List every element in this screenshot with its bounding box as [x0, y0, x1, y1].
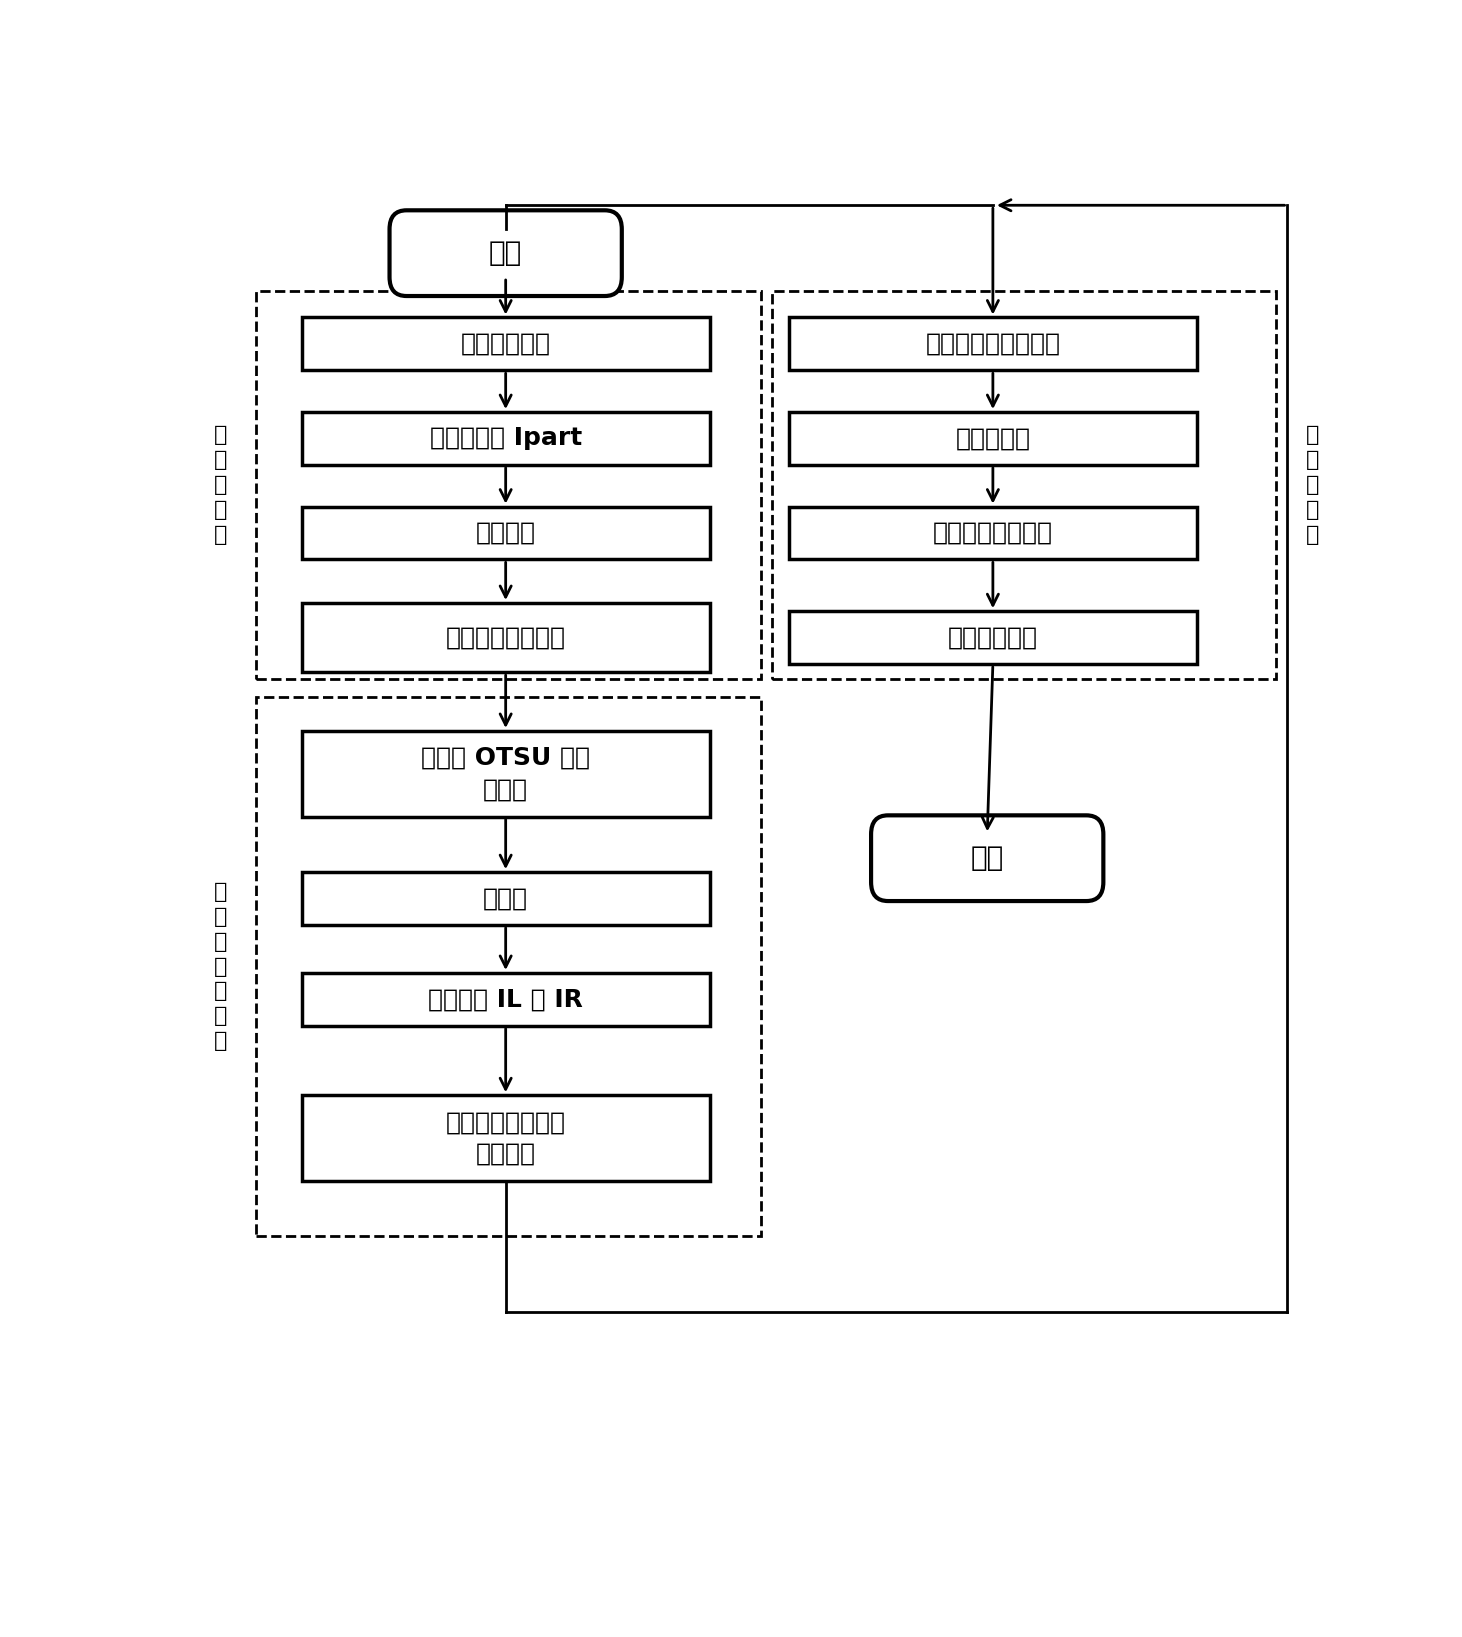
Text: 抽样扫描获得特征点: 抽样扫描获得特征点 [925, 332, 1060, 355]
FancyBboxPatch shape [871, 815, 1104, 900]
Bar [301, 413, 709, 465]
Bar [789, 611, 1197, 665]
Text: 截取子图像 Ipart: 截取子图像 Ipart [430, 427, 582, 450]
Text: 基于车道线固定宽
度的滤波: 基于车道线固定宽 度的滤波 [446, 1110, 566, 1166]
Bar [301, 318, 709, 370]
Bar [301, 873, 709, 925]
Text: 车
道
线
识
别: 车 道 线 识 别 [1306, 426, 1319, 545]
Text: 二值化: 二值化 [482, 887, 528, 910]
Bar [301, 506, 709, 560]
Bar [301, 602, 709, 673]
Text: 特征点筛选: 特征点筛选 [955, 427, 1031, 450]
Text: 改进的 OTSU 法提
取阈值: 改进的 OTSU 法提 取阈值 [421, 746, 591, 802]
Bar [789, 318, 1197, 370]
Text: 高斯滤波: 高斯滤波 [475, 521, 535, 545]
FancyBboxPatch shape [389, 210, 621, 296]
Text: 结束: 结束 [971, 845, 1004, 873]
Bar [772, 291, 1276, 679]
Text: 采集原始图像: 采集原始图像 [461, 332, 551, 355]
Text: 开始: 开始 [490, 239, 522, 267]
Text: 车
道
线
分
割
提
取: 车 道 线 分 割 提 取 [213, 882, 227, 1051]
Bar [789, 506, 1197, 560]
Text: 灰度直方图均衡化: 灰度直方图均衡化 [446, 625, 566, 650]
Bar [789, 413, 1197, 465]
Text: 截取图像 IL 和 IR: 截取图像 IL 和 IR [428, 987, 583, 1012]
Bar [301, 972, 709, 1026]
Bar [256, 291, 760, 679]
Text: 图
像
预
处
理: 图 像 预 处 理 [213, 426, 227, 545]
Text: 最小二乘直线拟合: 最小二乘直线拟合 [933, 521, 1053, 545]
Bar [256, 697, 760, 1236]
Text: 输出检测结果: 输出检测结果 [947, 625, 1038, 650]
Bar [301, 730, 709, 817]
Bar [301, 1095, 709, 1180]
